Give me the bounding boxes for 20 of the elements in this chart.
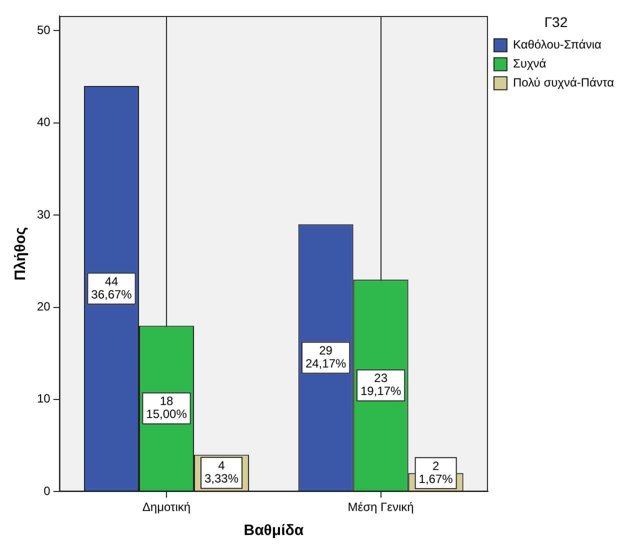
x-tick-label: Δημοτική bbox=[142, 500, 191, 514]
legend-label: Πολύ συχνά-Πάντα bbox=[512, 76, 614, 90]
y-tick-label: 30 bbox=[36, 207, 51, 222]
legend-label: Καθόλου-Σπάνια bbox=[512, 38, 602, 52]
x-axis-title: Βαθμίδα bbox=[244, 522, 304, 540]
y-tick-label: 20 bbox=[36, 300, 51, 314]
y-axis-title: Πλήθος bbox=[12, 226, 30, 281]
x-tick-label: Μέση Γενική bbox=[348, 500, 414, 514]
data-label: 18 15,00% bbox=[146, 394, 188, 422]
y-tick-label: 0 bbox=[44, 484, 51, 498]
legend-title: Γ32 bbox=[544, 14, 568, 30]
y-tick-label: 50 bbox=[36, 23, 51, 38]
data-label: 44 36,67% bbox=[91, 274, 132, 302]
data-label: 4 3,33% bbox=[204, 458, 239, 486]
data-label: 23 19,17% bbox=[360, 371, 402, 398]
y-tick-label: 10 bbox=[36, 392, 51, 406]
data-label: 2 1,67% bbox=[418, 458, 454, 486]
y-tick-label: 40 bbox=[36, 115, 51, 130]
data-label: 29 24,17% bbox=[305, 344, 346, 371]
legend-label: Συχνά bbox=[512, 56, 546, 71]
